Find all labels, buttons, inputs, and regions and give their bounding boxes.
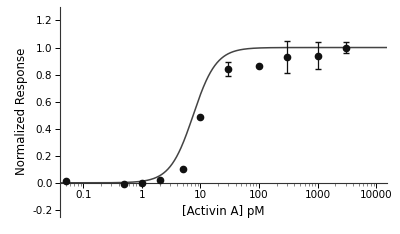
Y-axis label: Normalized Response: Normalized Response <box>15 48 28 176</box>
X-axis label: [Activin A] pM: [Activin A] pM <box>182 205 264 218</box>
